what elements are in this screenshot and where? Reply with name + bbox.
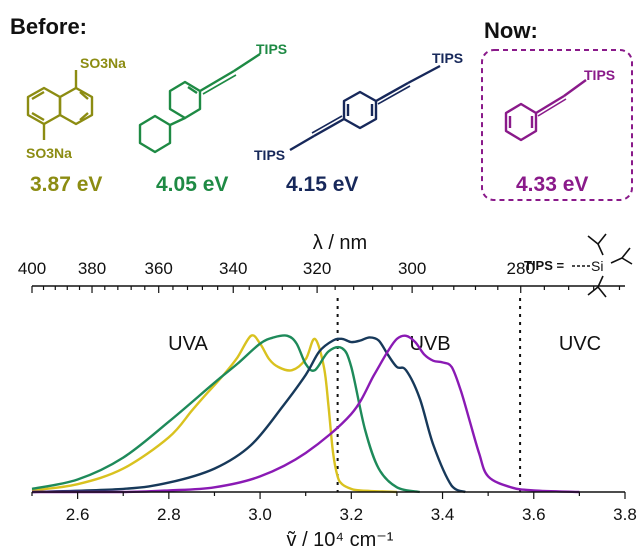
spectrum-line-2 [31, 334, 420, 494]
region-dividers [336, 298, 522, 492]
bottom-axis-tick-label: 3.8 [613, 505, 637, 524]
molecule-1-substituent-top: SO3Na [80, 55, 126, 71]
molecule-1-substituent-bottom: SO3Na [26, 145, 72, 161]
top-axis-tick-label: 400 [18, 259, 46, 278]
tips-legend-label: TIPS = [524, 258, 565, 273]
tips-legend: TIPS = Si [524, 233, 633, 298]
bottom-axis-tick-label: 2.6 [66, 505, 90, 524]
top-axis-tick-label: 340 [219, 259, 247, 278]
top-axis-label: λ / nm [313, 232, 367, 254]
molecule-3-energy: 4.15 eV [286, 173, 358, 196]
bottom-axis-tick-label: 3.6 [522, 505, 546, 524]
bottom-axis-tick-label: 3.2 [339, 505, 363, 524]
molecule-bis-tips-benzene [289, 64, 441, 152]
bottom-axis-label: ṽ / 10⁴ cm⁻¹ [287, 529, 394, 551]
tips-legend-si: Si [591, 258, 603, 274]
molecule-3-substituent-top: TIPS [432, 50, 463, 66]
molecule-1-energy: 3.87 eV [30, 173, 102, 196]
top-axis-tick-label: 380 [78, 259, 106, 278]
top-axis-tick-label: 280 [507, 259, 535, 278]
molecule-phenyl-tips [504, 79, 587, 142]
molecule-2-energy: 4.05 eV [156, 173, 228, 196]
bottom-axis: 2.6 2.8 3.0 3.2 3.4 3.6 3.8 [31, 491, 637, 524]
molecule-4-energy: 4.33 eV [516, 173, 588, 196]
highlight-box [481, 49, 633, 201]
molecule-3-substituent-bottom: TIPS [254, 147, 285, 163]
top-axis-tick-label: 360 [145, 259, 173, 278]
region-uva-label: UVA [168, 333, 208, 355]
spectrum-line-4 [31, 334, 580, 494]
top-axis: 400 380 360 340 320 300 280 [18, 259, 625, 293]
top-axis-tick-label: 320 [303, 259, 331, 278]
bottom-axis-tick-label: 2.8 [157, 505, 181, 524]
top-axis-tick-label: 300 [398, 259, 426, 278]
before-label: Before: [10, 14, 87, 39]
molecule-4-substituent: TIPS [584, 67, 615, 83]
molecule-2-substituent: TIPS [256, 41, 287, 57]
region-uvc-label: UVC [559, 333, 601, 355]
spectra-series [31, 334, 580, 494]
bottom-axis-tick-label: 3.4 [431, 505, 455, 524]
spectrum-line-3 [31, 336, 466, 494]
molecule-biphenyl-tips [138, 52, 261, 154]
bottom-axis-tick-label: 3.0 [248, 505, 272, 524]
molecule-naphthalene-disulfonate [26, 70, 94, 140]
spectrum-line-1 [31, 334, 397, 494]
now-label: Now: [484, 18, 538, 43]
